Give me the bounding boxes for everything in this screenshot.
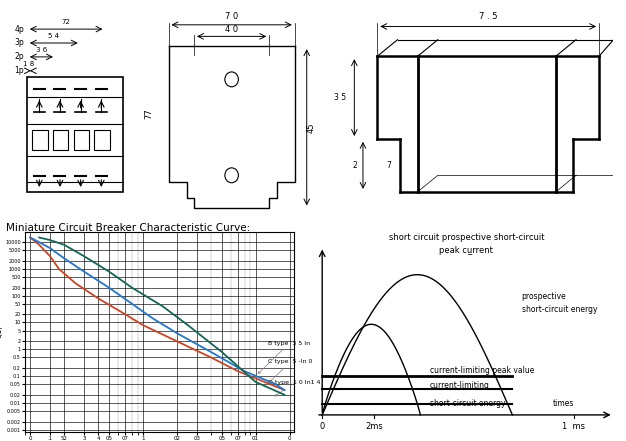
- Text: C type  5 -In 0: C type 5 -In 0: [267, 359, 313, 384]
- Bar: [74, 131, 89, 150]
- Text: 3 5: 3 5: [334, 93, 346, 102]
- Text: 3p: 3p: [14, 38, 24, 48]
- Text: short-circuit energy: short-circuit energy: [429, 399, 505, 407]
- Text: 1p: 1p: [14, 66, 24, 75]
- Text: 0: 0: [320, 422, 325, 431]
- Text: 1  ms: 1 ms: [562, 422, 585, 431]
- Text: 3 6: 3 6: [36, 47, 47, 53]
- Bar: [95, 131, 110, 150]
- Text: 7 . 5: 7 . 5: [479, 12, 498, 22]
- Text: 72: 72: [62, 19, 71, 25]
- Text: 77: 77: [145, 109, 153, 120]
- Bar: [53, 131, 68, 150]
- Text: 1 8: 1 8: [23, 61, 34, 67]
- Text: current-limiting peak value: current-limiting peak value: [429, 366, 534, 375]
- Text: 45: 45: [307, 122, 316, 133]
- Bar: [27, 77, 123, 192]
- Text: 2: 2: [352, 161, 357, 170]
- Text: 7 0: 7 0: [225, 12, 239, 22]
- Text: B type  3 5 In: B type 3 5 In: [258, 340, 310, 374]
- Text: D type  1 0 In1 4: D type 1 0 In1 4: [269, 380, 321, 396]
- Text: 4p: 4p: [14, 25, 24, 34]
- Text: prospective: prospective: [521, 292, 567, 301]
- Text: 2p: 2p: [14, 52, 24, 61]
- Y-axis label: t(s): t(s): [0, 325, 4, 338]
- Text: short circuit prospective short-circuit: short circuit prospective short-circuit: [389, 233, 544, 243]
- Text: 4 0: 4 0: [225, 25, 238, 34]
- Text: peak cu̲rrent: peak cu̲rrent: [439, 247, 493, 255]
- Text: current-limiting: current-limiting: [429, 381, 490, 390]
- Text: times: times: [552, 399, 573, 407]
- Bar: [33, 131, 48, 150]
- Text: 7: 7: [386, 161, 391, 170]
- Text: short-circuit energy: short-circuit energy: [521, 305, 597, 314]
- Text: Miniature Circuit Breaker Characteristic Curve:: Miniature Circuit Breaker Characteristic…: [6, 223, 250, 233]
- Text: 2ms: 2ms: [366, 422, 383, 431]
- Text: 5 4: 5 4: [48, 33, 59, 39]
